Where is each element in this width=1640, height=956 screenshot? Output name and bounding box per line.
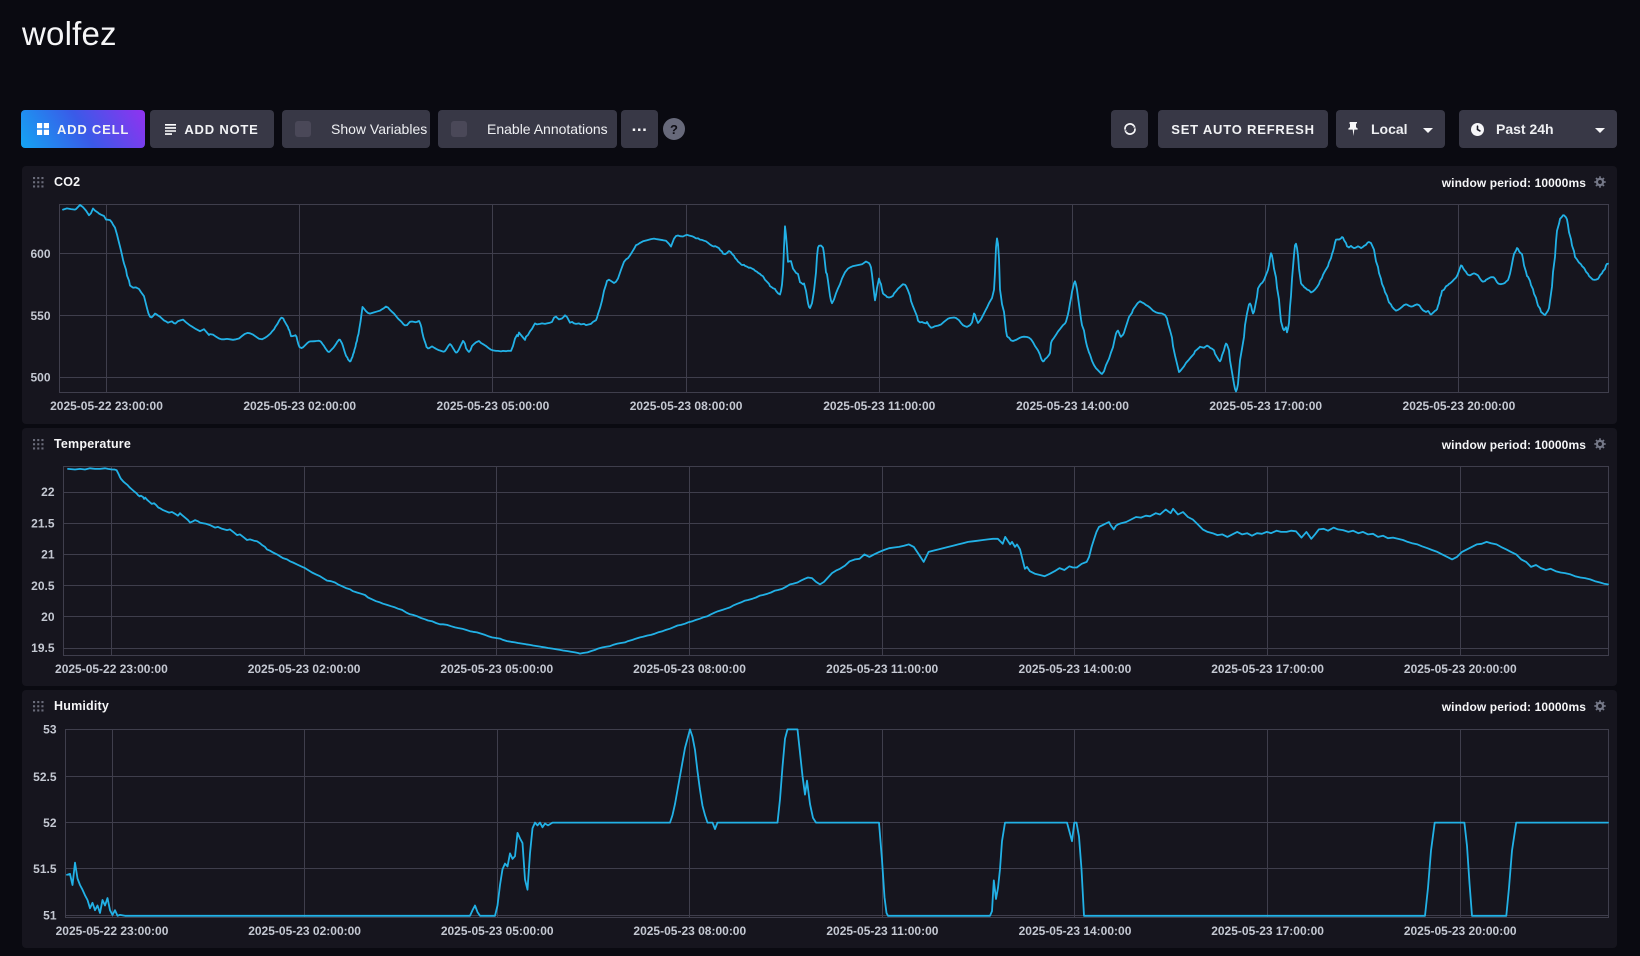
svg-text:550: 550	[30, 309, 50, 323]
svg-text:51: 51	[43, 908, 57, 922]
svg-text:2025-05-22 23:00:00: 2025-05-22 23:00:00	[55, 662, 168, 676]
svg-text:52.5: 52.5	[33, 770, 57, 784]
svg-text:21.5: 21.5	[31, 516, 55, 530]
svg-text:2025-05-23 08:00:00: 2025-05-23 08:00:00	[633, 924, 746, 938]
svg-text:2025-05-23 14:00:00: 2025-05-23 14:00:00	[1019, 924, 1132, 938]
svg-text:600: 600	[30, 247, 50, 261]
svg-text:2025-05-23 20:00:00: 2025-05-23 20:00:00	[1403, 399, 1516, 413]
svg-text:22: 22	[41, 485, 55, 499]
svg-text:2025-05-23 20:00:00: 2025-05-23 20:00:00	[1404, 662, 1517, 676]
svg-text:2025-05-23 08:00:00: 2025-05-23 08:00:00	[633, 662, 746, 676]
svg-text:2025-05-23 17:00:00: 2025-05-23 17:00:00	[1211, 662, 1324, 676]
svg-text:53: 53	[43, 723, 57, 737]
svg-text:20.5: 20.5	[31, 579, 55, 593]
svg-text:2025-05-23 17:00:00: 2025-05-23 17:00:00	[1209, 399, 1322, 413]
svg-text:2025-05-23 17:00:00: 2025-05-23 17:00:00	[1211, 924, 1324, 938]
svg-text:2025-05-22 23:00:00: 2025-05-22 23:00:00	[56, 924, 169, 938]
svg-text:2025-05-22 23:00:00: 2025-05-22 23:00:00	[50, 399, 163, 413]
svg-text:19.5: 19.5	[31, 641, 55, 655]
svg-text:500: 500	[30, 371, 50, 385]
svg-text:2025-05-23 08:00:00: 2025-05-23 08:00:00	[630, 399, 743, 413]
svg-text:2025-05-23 20:00:00: 2025-05-23 20:00:00	[1404, 924, 1517, 938]
svg-text:20: 20	[41, 610, 55, 624]
svg-text:2025-05-23 02:00:00: 2025-05-23 02:00:00	[243, 399, 356, 413]
svg-text:2025-05-23 05:00:00: 2025-05-23 05:00:00	[441, 924, 554, 938]
svg-text:2025-05-23 02:00:00: 2025-05-23 02:00:00	[248, 662, 361, 676]
svg-text:2025-05-23 14:00:00: 2025-05-23 14:00:00	[1019, 662, 1132, 676]
svg-text:21: 21	[41, 548, 55, 562]
svg-text:2025-05-23 11:00:00: 2025-05-23 11:00:00	[823, 399, 935, 413]
svg-text:2025-05-23 02:00:00: 2025-05-23 02:00:00	[248, 924, 361, 938]
svg-text:2025-05-23 05:00:00: 2025-05-23 05:00:00	[440, 662, 553, 676]
svg-text:2025-05-23 11:00:00: 2025-05-23 11:00:00	[826, 924, 938, 938]
svg-text:2025-05-23 11:00:00: 2025-05-23 11:00:00	[826, 662, 938, 676]
svg-text:52: 52	[43, 816, 57, 830]
svg-text:2025-05-23 14:00:00: 2025-05-23 14:00:00	[1016, 399, 1129, 413]
svg-text:51.5: 51.5	[33, 862, 57, 876]
svg-text:2025-05-23 05:00:00: 2025-05-23 05:00:00	[437, 399, 550, 413]
